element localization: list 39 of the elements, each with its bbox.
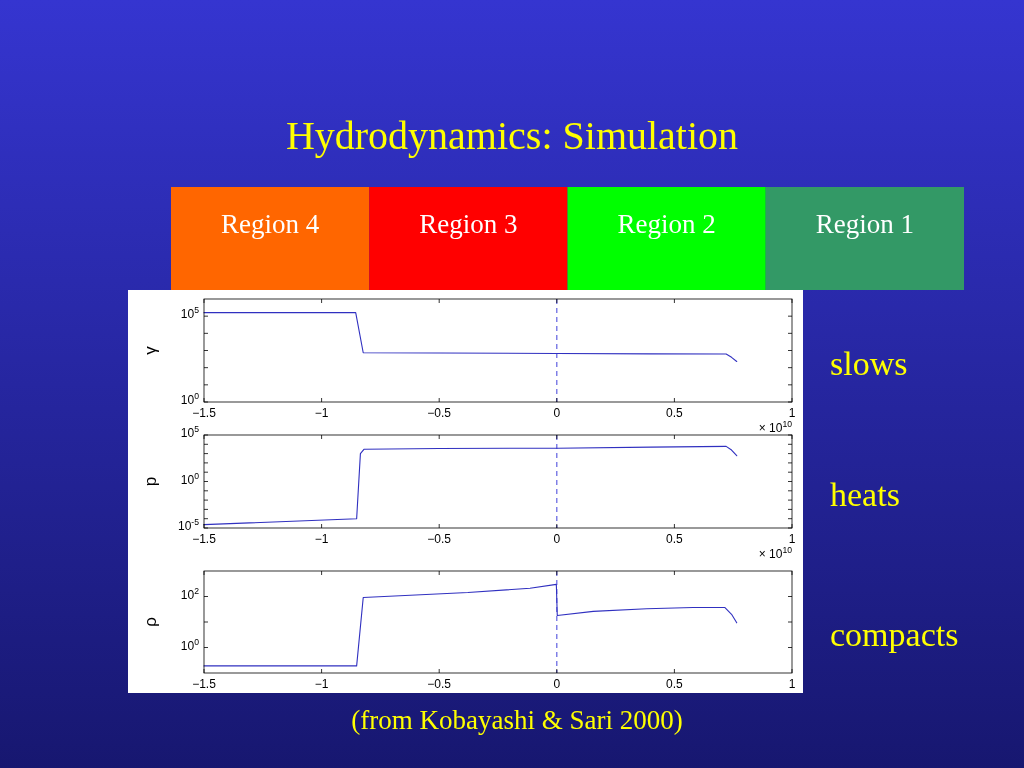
x-tick-label: −1 <box>314 406 329 420</box>
x-tick-label: 0 <box>553 532 561 546</box>
x-tick-label: 0.5 <box>666 406 684 420</box>
x-tick-label: −0.5 <box>427 532 452 546</box>
x-tick-label: −0.5 <box>427 406 452 420</box>
x-axis-title: × 10$^{10}$ <box>758 545 793 561</box>
text: slows <box>830 344 908 382</box>
text: heats <box>830 475 900 513</box>
x-tick-label: 0 <box>553 406 561 420</box>
text: compacts <box>830 616 959 653</box>
x-tick-label: 1 <box>788 406 796 420</box>
y-tick-label: 10$^{5}$ <box>180 424 200 440</box>
x-tick-label: −1.5 <box>192 677 217 691</box>
y-axis-title: p <box>141 476 160 487</box>
category-label: Region 4 <box>221 209 320 239</box>
y-tick-label: 10$^{-5}$ <box>177 517 200 533</box>
category-label: Region 3 <box>419 209 518 239</box>
y-axis-title: ρ <box>141 617 160 627</box>
x-tick-label: −1 <box>314 677 329 691</box>
category-label: Region 2 <box>617 209 716 239</box>
x-tick-label: 0.5 <box>666 532 684 546</box>
y-tick-label: 10$^{5}$ <box>180 305 200 322</box>
x-tick-label: −0.5 <box>427 677 452 691</box>
x-tick-label: −1 <box>314 532 329 546</box>
x-tick-label: 1 <box>788 677 796 691</box>
x-axis-title: × 10$^{10}$ <box>758 419 793 435</box>
y-tick-label: 10$^{2}$ <box>180 585 200 602</box>
y-tick-label: 10$^{0}$ <box>180 636 200 653</box>
y-tick-label: 10$^{0}$ <box>180 391 200 407</box>
category-label: Region 1 <box>815 209 914 239</box>
text: Hydrodynamics: Simulation <box>285 113 739 158</box>
x-tick-label: −1.5 <box>192 532 217 546</box>
text: (from Kobayashi & Sari 2000) <box>351 705 683 735</box>
x-tick-label: 0.5 <box>666 677 684 691</box>
x-tick-label: 1 <box>788 532 796 546</box>
y-axis-title: γ <box>141 345 160 355</box>
x-tick-label: −1.5 <box>192 406 217 420</box>
x-tick-label: 0 <box>553 677 561 691</box>
y-tick-label: 10$^{0}$ <box>180 470 200 487</box>
